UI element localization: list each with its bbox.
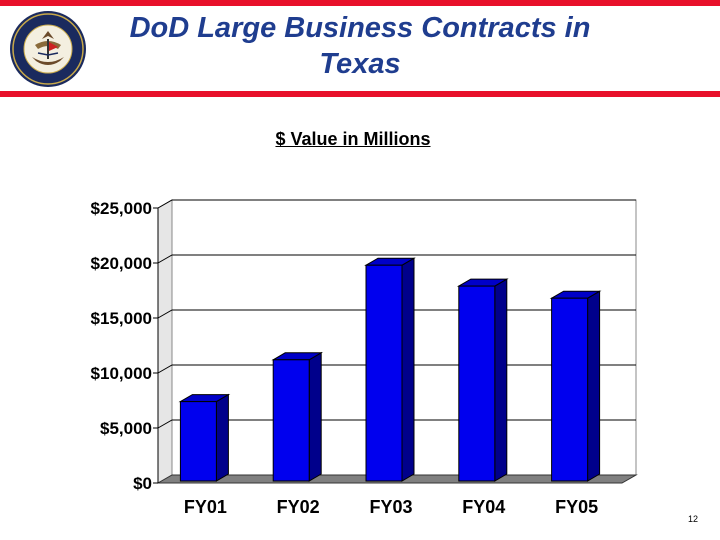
bar	[272, 359, 310, 482]
x-tick-label: FY04	[462, 497, 505, 517]
bar-side	[308, 351, 322, 482]
page-number: 12	[688, 514, 699, 524]
bar-side	[494, 278, 508, 482]
bar	[458, 285, 496, 482]
y-tick-label: $15,000	[91, 309, 152, 328]
bar	[365, 264, 403, 482]
x-tick-label: FY03	[369, 497, 412, 517]
y-tick-label: $5,000	[100, 419, 152, 438]
gridline	[157, 199, 636, 209]
x-tick-label: FY05	[555, 497, 598, 517]
x-tick-label: FY01	[184, 497, 227, 517]
x-tick-label: FY02	[277, 497, 320, 517]
header-top-rule	[0, 0, 720, 6]
bar	[179, 401, 217, 482]
y-tick-label: $25,000	[91, 199, 152, 218]
y-tick-label: $10,000	[91, 364, 152, 383]
bar-side	[587, 290, 601, 482]
bar	[551, 297, 589, 482]
bar-side	[401, 257, 415, 482]
bar-side	[215, 393, 229, 482]
gridline	[157, 254, 636, 264]
navy-seal-logo	[10, 11, 86, 87]
chart-title: $ Value in Millions	[275, 129, 431, 149]
y-tick-label: $0	[133, 474, 152, 493]
y-tick-label: $20,000	[91, 254, 152, 273]
header-bottom-rule	[0, 91, 720, 97]
chart-side-wall	[157, 199, 173, 484]
page-title: DoD Large Business Contracts in Texas	[129, 12, 591, 80]
bar-chart: $0 $5,000 $10,000 $15,000 $20,000 $25,000 FY01…	[91, 199, 638, 517]
